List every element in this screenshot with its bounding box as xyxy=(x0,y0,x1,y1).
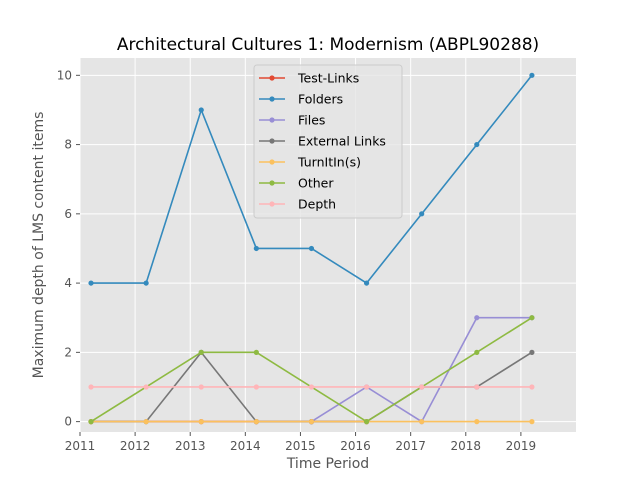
series-folders xyxy=(88,72,535,286)
data-point-depth xyxy=(308,384,315,390)
data-point-depth xyxy=(474,384,480,390)
y-axis-label: Maximum depth of LMS content items xyxy=(31,112,47,379)
data-point-folders xyxy=(253,245,259,252)
data-point-depth xyxy=(253,384,259,390)
data-point-folders xyxy=(88,280,94,286)
x-tick-label: 2018 xyxy=(451,439,482,453)
legend-item-turnitin-s: TurnItIn(s) xyxy=(259,155,361,170)
data-point-turnitin-s xyxy=(474,419,480,425)
series-layer xyxy=(88,72,535,425)
data-point-folders xyxy=(474,141,480,148)
y-tick-label: 6 xyxy=(64,207,72,221)
y-tick-label: 0 xyxy=(64,415,72,429)
legend-item-folders: Folders xyxy=(259,92,343,107)
legend-label: Test-Links xyxy=(297,71,359,86)
x-tick-label: 2014 xyxy=(230,439,261,453)
data-point-folders xyxy=(529,72,535,78)
data-point-depth xyxy=(419,384,425,390)
legend-marker xyxy=(269,180,275,186)
x-tick-label: 2015 xyxy=(285,439,316,453)
legend-marker xyxy=(269,159,275,165)
data-point-other xyxy=(198,349,204,355)
x-tick-label: 2017 xyxy=(395,439,426,453)
data-point-depth xyxy=(529,384,535,390)
x-tick-label: 2011 xyxy=(65,439,96,453)
data-point-turnitin-s xyxy=(529,419,535,425)
legend-item-external-links: External Links xyxy=(259,134,386,149)
series-depth xyxy=(88,384,535,390)
x-tick-label: 2016 xyxy=(340,439,371,453)
data-point-turnitin-s xyxy=(198,419,204,425)
y-tick-label: 8 xyxy=(64,138,72,152)
x-axis-label: Time Period xyxy=(286,456,369,472)
legend-label: TurnItIn(s) xyxy=(297,155,361,170)
x-tick-label: 2019 xyxy=(506,439,537,453)
data-point-other xyxy=(474,349,480,355)
data-point-other xyxy=(363,419,370,425)
data-point-folders xyxy=(363,280,370,286)
data-point-external-links xyxy=(529,349,535,355)
legend-marker xyxy=(269,138,275,144)
data-point-depth xyxy=(143,384,149,390)
x-tick-label: 2013 xyxy=(175,439,206,453)
legend-item-test-links: Test-Links xyxy=(259,71,359,86)
data-point-other xyxy=(253,349,259,355)
legend-item-other: Other xyxy=(259,176,334,191)
data-point-files xyxy=(474,315,480,321)
legend-label: External Links xyxy=(298,134,386,149)
legend-item-files: Files xyxy=(259,113,325,128)
y-tick-label: 4 xyxy=(64,276,72,290)
data-point-other xyxy=(88,419,94,425)
data-point-depth xyxy=(363,384,370,390)
chart-title: Architectural Cultures 1: Modernism (ABP… xyxy=(117,35,539,55)
data-point-other xyxy=(529,315,535,321)
x-axis-ticks: 2011 2012 2013 2014 2015 2016 2017 2018 2019 xyxy=(65,432,536,453)
legend-label: Folders xyxy=(298,92,343,107)
legend-label: Depth xyxy=(298,197,336,212)
data-point-depth xyxy=(198,384,204,390)
y-tick-label: 10 xyxy=(57,68,72,82)
legend-label: Other xyxy=(298,176,334,191)
data-point-folders xyxy=(308,245,315,252)
data-point-turnitin-s xyxy=(143,419,149,425)
legend-marker xyxy=(269,96,275,102)
data-point-turnitin-s xyxy=(308,419,315,425)
legend-marker xyxy=(269,117,275,123)
legend-label: Files xyxy=(298,113,325,128)
y-axis-ticks: 0 2 4 6 8 10 xyxy=(57,68,80,429)
legend-marker xyxy=(269,201,275,207)
data-point-turnitin-s xyxy=(253,419,259,425)
data-point-turnitin-s xyxy=(419,419,425,425)
x-tick-label: 2012 xyxy=(120,439,151,453)
data-point-folders xyxy=(198,107,204,113)
legend: Test-Links Folders Files External Links Turn… xyxy=(253,64,403,219)
data-point-folders xyxy=(143,280,149,286)
data-point-depth xyxy=(88,384,94,390)
legend-item-depth: Depth xyxy=(259,197,336,212)
legend-box xyxy=(253,64,403,219)
legend-marker xyxy=(269,75,275,81)
data-point-folders xyxy=(419,211,425,217)
y-tick-label: 2 xyxy=(64,345,72,359)
